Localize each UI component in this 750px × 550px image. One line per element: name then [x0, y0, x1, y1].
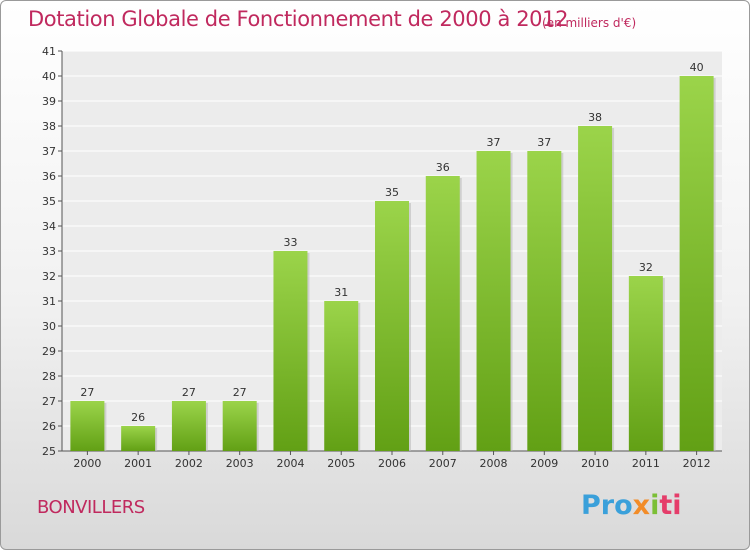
- data-label: 40: [690, 61, 704, 74]
- bar: [679, 76, 714, 451]
- bar: [375, 201, 409, 451]
- data-label: 33: [283, 236, 297, 249]
- y-tick-label: 35: [42, 195, 56, 208]
- y-tick-label: 28: [42, 370, 56, 383]
- bar: [324, 301, 359, 451]
- y-tick-label: 34: [42, 220, 56, 233]
- y-tick-label: 38: [42, 120, 56, 133]
- x-tick-label: 2005: [327, 457, 355, 470]
- x-tick-label: 2008: [480, 457, 508, 470]
- chart-unit: (en milliers d'€): [542, 16, 637, 30]
- bar: [628, 276, 663, 451]
- x-tick-label: 2010: [581, 457, 609, 470]
- data-label: 27: [233, 386, 247, 399]
- bar: [70, 401, 105, 451]
- x-tick-label: 2000: [73, 457, 101, 470]
- x-tick-label: 2002: [175, 457, 203, 470]
- bar: [578, 126, 613, 451]
- y-tick-label: 40: [42, 70, 56, 83]
- bar: [171, 401, 206, 451]
- x-tick-label: 2009: [530, 457, 558, 470]
- data-label: 37: [487, 136, 501, 149]
- y-tick-label: 29: [42, 345, 56, 358]
- y-tick-label: 25: [42, 445, 56, 458]
- bar: [222, 401, 257, 451]
- y-tick-label: 27: [42, 395, 56, 408]
- data-label: 31: [334, 286, 348, 299]
- data-label: 36: [436, 161, 450, 174]
- data-label: 38: [588, 111, 602, 124]
- bar: [476, 151, 511, 451]
- data-label: 35: [385, 186, 399, 199]
- y-tick-label: 30: [42, 320, 56, 333]
- y-tick-label: 41: [42, 45, 56, 58]
- x-tick-label: 2012: [683, 457, 711, 470]
- bar: [273, 251, 308, 451]
- data-label: 26: [131, 411, 145, 424]
- x-tick-label: 2001: [124, 457, 152, 470]
- data-label: 27: [182, 386, 196, 399]
- data-label: 32: [639, 261, 653, 274]
- x-tick-label: 2003: [226, 457, 254, 470]
- data-label: 37: [537, 136, 551, 149]
- x-tick-label: 2006: [378, 457, 406, 470]
- proxiti-logo: Proxiti: [581, 490, 682, 521]
- commune-name: BONVILLERS: [37, 497, 145, 518]
- y-tick-label: 39: [42, 95, 56, 108]
- chart-title: Dotation Globale de Fonctionnement de 20…: [28, 7, 569, 31]
- y-tick-label: 32: [42, 270, 56, 283]
- bar: [527, 151, 562, 451]
- x-tick-label: 2004: [276, 457, 304, 470]
- bar: [425, 176, 460, 451]
- y-tick-label: 31: [42, 295, 56, 308]
- y-tick-label: 37: [42, 145, 56, 158]
- y-tick-label: 26: [42, 420, 56, 433]
- data-label: 27: [80, 386, 94, 399]
- y-tick-label: 33: [42, 245, 56, 258]
- y-tick-label: 36: [42, 170, 56, 183]
- x-tick-label: 2007: [429, 457, 457, 470]
- bar: [121, 426, 156, 451]
- x-tick-label: 2011: [632, 457, 660, 470]
